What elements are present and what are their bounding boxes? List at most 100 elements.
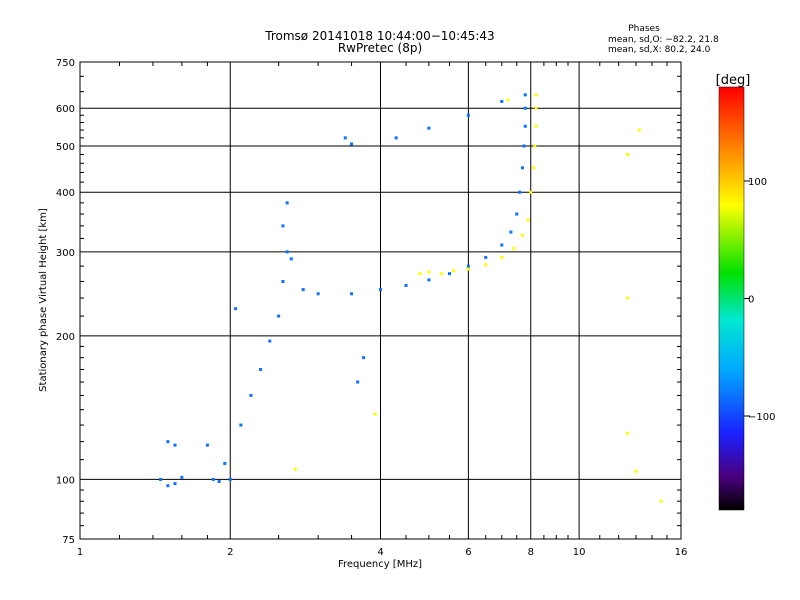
x-mode-point <box>659 499 663 503</box>
o-mode-point <box>166 484 170 488</box>
o-mode-point <box>522 144 526 148</box>
o-mode-point <box>343 136 347 140</box>
o-mode-point <box>379 288 382 292</box>
x-tick-labels: 1 2 4 6 8 10 16 <box>77 547 688 558</box>
o-mode-point <box>466 264 470 268</box>
o-mode-point <box>173 443 177 447</box>
o-mode-point <box>523 106 527 110</box>
o-mode-point <box>228 477 232 481</box>
o-mode-point <box>448 272 452 276</box>
o-mode-point <box>285 201 289 205</box>
o-mode-point <box>217 479 221 483</box>
y-tick-label: 300 <box>56 248 75 259</box>
x-tick-label: 6 <box>465 547 471 558</box>
x-mode-point <box>637 128 641 132</box>
x-mode-point <box>418 272 422 276</box>
x-mode-point <box>526 218 530 222</box>
colorbar-tick-label: 100 <box>748 177 767 188</box>
o-mode-point <box>301 288 305 292</box>
o-mode-point <box>484 255 488 259</box>
x-tick-label: 8 <box>528 547 534 558</box>
y-tick-label: 75 <box>62 535 75 546</box>
x-mode-point <box>373 412 377 416</box>
o-mode-point <box>362 356 366 360</box>
o-mode-point <box>234 307 238 311</box>
y-tick-labels: 75 100 200 300 400 500 600 750 <box>56 58 75 546</box>
y-tick-label: 600 <box>56 104 75 115</box>
data-points <box>159 93 663 503</box>
chart-subtitle: RwPretec (8p) <box>338 41 422 55</box>
x-mode-point <box>466 267 470 271</box>
o-mode-point <box>500 99 504 103</box>
o-mode-point <box>523 93 527 97</box>
stats-x-line: mean, sd,X: 80.2, 24.0 <box>608 45 711 55</box>
o-mode-point <box>466 113 470 117</box>
colorbar-ticks: 100 0 −100 <box>744 177 775 423</box>
o-mode-point <box>285 250 289 254</box>
o-mode-point <box>268 339 272 343</box>
x-mode-point <box>520 233 524 237</box>
o-mode-point <box>356 380 360 384</box>
colorbar-label: [deg] <box>716 73 751 88</box>
o-mode-point <box>180 475 184 479</box>
colorbar <box>718 86 745 511</box>
x-mode-point <box>534 93 538 97</box>
o-mode-point <box>159 477 163 481</box>
o-mode-point <box>173 482 177 486</box>
stats-o-line: mean, sd,O: −82.2, 21.8 <box>608 35 719 45</box>
chart-title: Tromsø 20141018 10:44:00−10:45:43 <box>264 29 494 43</box>
x-mode-point <box>427 270 431 274</box>
x-tick-label: 1 <box>77 547 83 558</box>
y-tick-label: 200 <box>56 332 75 343</box>
stats-heading: Phases <box>628 24 660 34</box>
x-mode-point <box>625 296 629 300</box>
o-mode-point <box>316 292 320 296</box>
grid-lines <box>80 62 681 539</box>
x-axis-label: Frequency [MHz] <box>338 559 422 570</box>
o-mode-point <box>509 230 513 234</box>
y-tick-label: 750 <box>56 58 75 69</box>
o-mode-point <box>166 440 170 444</box>
o-mode-point <box>520 166 524 170</box>
y-tick-label: 500 <box>56 142 75 153</box>
o-mode-point <box>350 292 354 296</box>
o-mode-point <box>277 314 281 318</box>
y-axis-label: Stationary phase Virtual Height [km] <box>38 208 49 392</box>
o-mode-point <box>259 367 263 371</box>
x-mode-point <box>500 255 504 259</box>
x-tick-label: 4 <box>377 547 383 558</box>
o-mode-point <box>394 136 398 140</box>
x-mode-point <box>484 263 488 267</box>
x-mode-point <box>625 431 629 435</box>
x-mode-point <box>534 124 538 128</box>
x-mode-point <box>529 190 533 194</box>
x-mode-point <box>506 98 510 102</box>
y-tick-label: 400 <box>56 188 75 199</box>
x-tick-label: 16 <box>675 547 688 558</box>
o-mode-point <box>205 443 209 447</box>
x-mode-point <box>531 166 535 170</box>
o-mode-point <box>404 283 408 287</box>
o-mode-point <box>281 224 285 228</box>
x-tick-label: 10 <box>573 547 586 558</box>
axis-ticks <box>80 62 681 539</box>
o-mode-point <box>427 278 431 282</box>
o-mode-point <box>523 124 527 128</box>
x-mode-point <box>625 152 629 156</box>
x-mode-point <box>293 467 297 471</box>
colorbar-tick-label: −100 <box>748 412 775 423</box>
o-mode-point <box>211 477 215 481</box>
x-mode-point <box>534 106 538 110</box>
o-mode-point <box>249 393 253 397</box>
x-mode-point <box>440 272 444 276</box>
o-mode-point <box>289 257 293 261</box>
x-mode-point <box>634 469 638 473</box>
o-mode-point <box>239 423 243 427</box>
o-mode-point <box>515 212 519 216</box>
x-tick-label: 2 <box>227 547 233 558</box>
o-mode-point <box>223 461 227 465</box>
x-mode-point <box>451 269 455 273</box>
o-mode-point <box>500 243 504 247</box>
o-mode-point <box>281 279 285 283</box>
